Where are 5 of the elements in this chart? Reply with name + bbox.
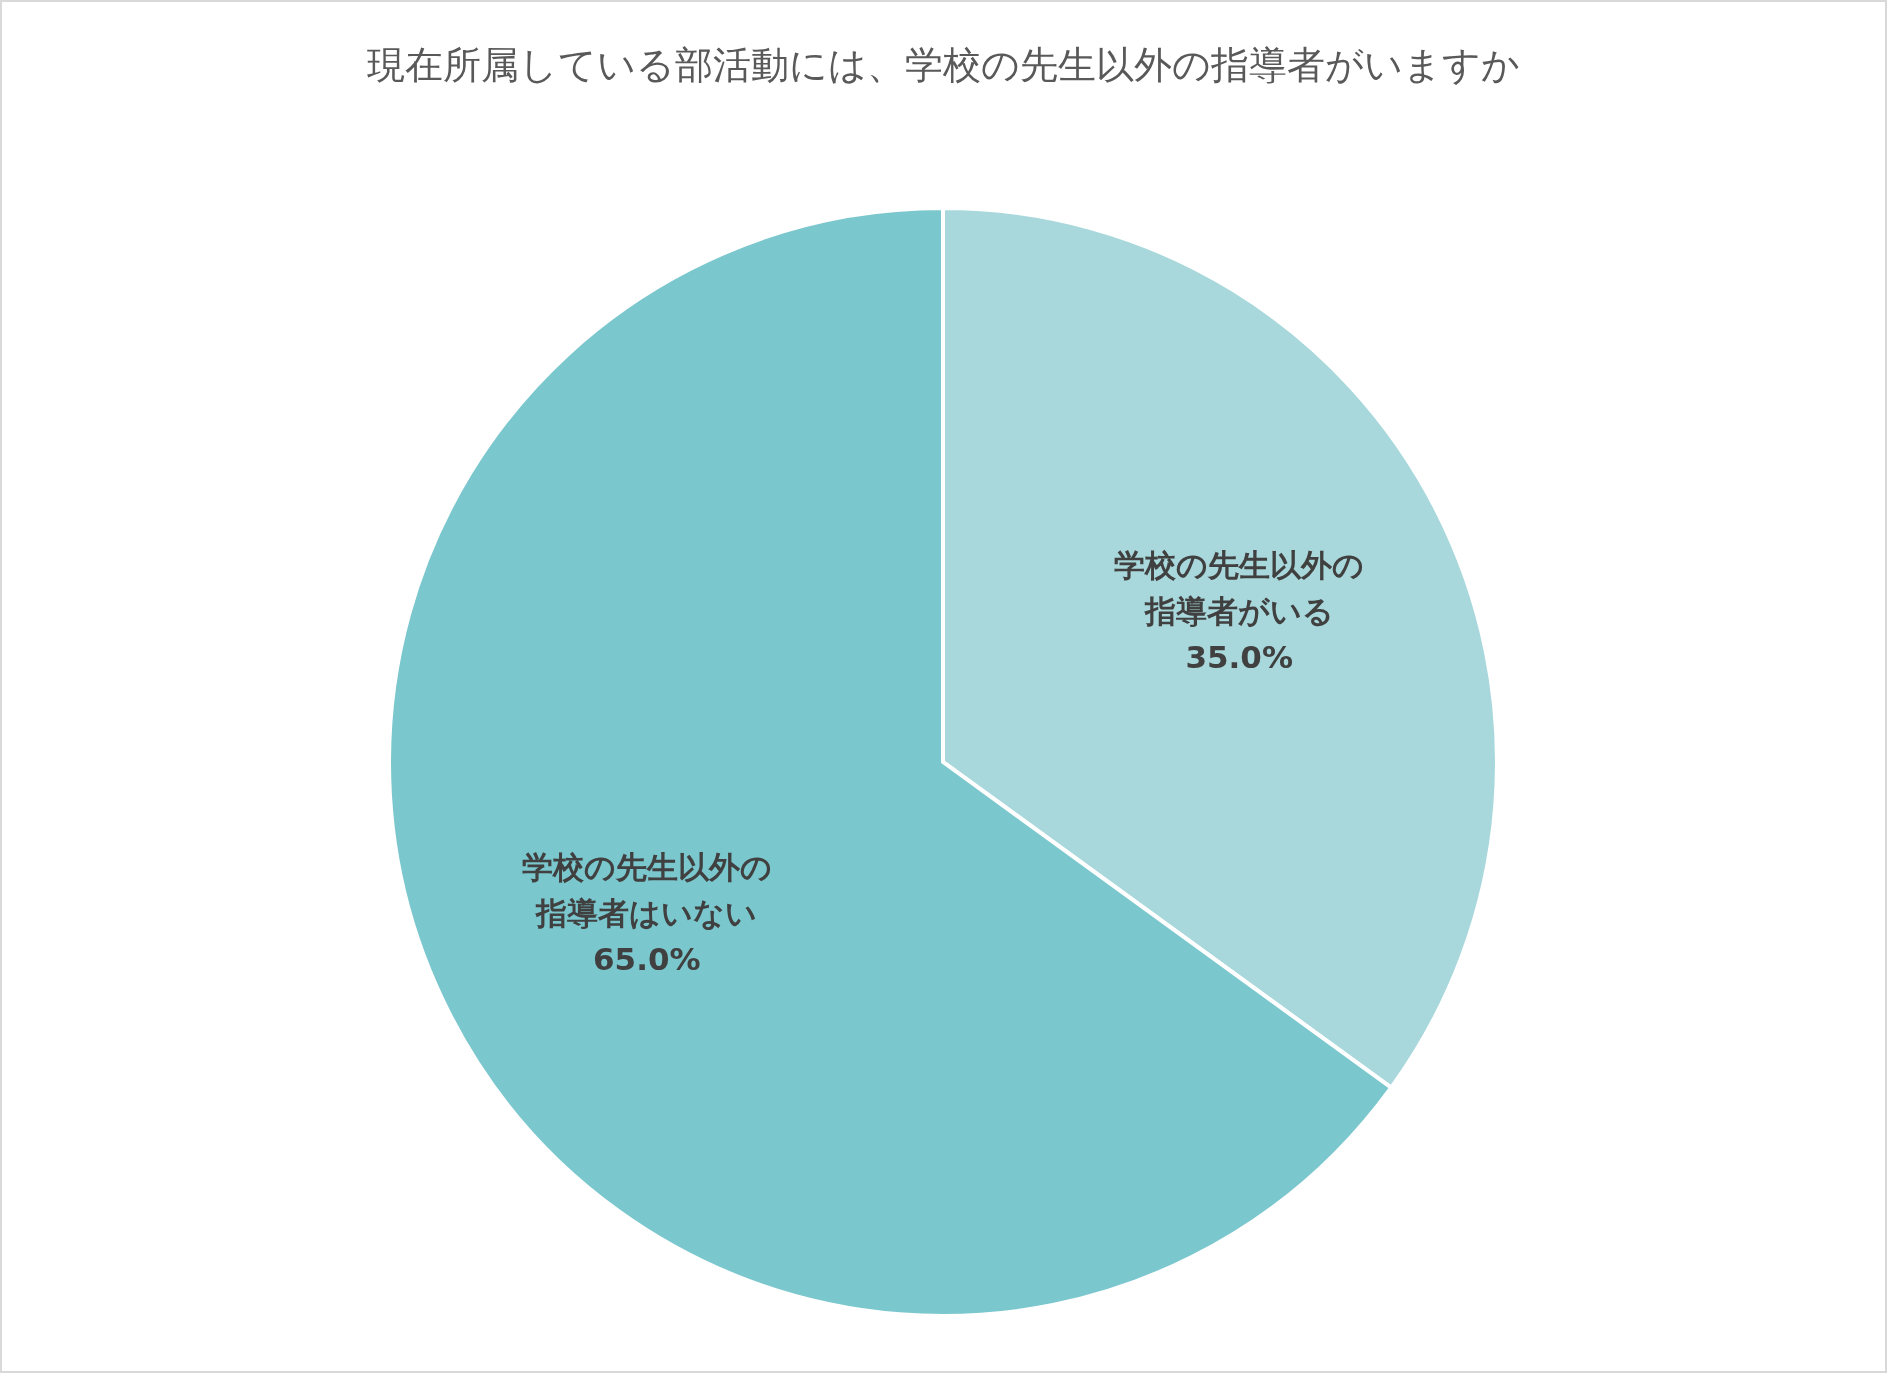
slice-label: 学校の先生以外の指導者はいない: [521, 848, 772, 931]
data-label: 65.0%: [593, 940, 701, 977]
chart-title: 現在所属している部活動には、学校の先生以外の指導者がいますか: [367, 43, 1520, 87]
data-label: 35.0%: [1185, 639, 1293, 676]
slice-label: 学校の先生以外の指導者がいる: [1114, 547, 1365, 630]
